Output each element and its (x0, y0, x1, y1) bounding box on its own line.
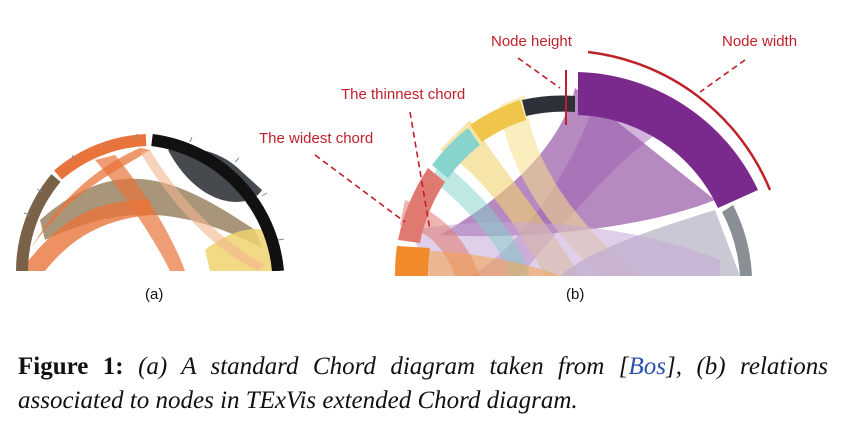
annotation-graphics (314, 50, 772, 231)
node-b-yellow (470, 100, 526, 142)
annotation-node-width: Node width (722, 33, 798, 50)
annotation-node-height: Node height (491, 33, 572, 50)
caption-figure-label: Figure 1: (18, 353, 124, 380)
figure-caption: Figure 1: (a) A standard Chord diagram t… (18, 350, 828, 418)
arc-a-brown (16, 174, 61, 271)
label-b: (b) (566, 286, 585, 303)
chord-diagram-b (394, 72, 758, 276)
node-b-salmon (398, 168, 445, 243)
node-b-purple (578, 72, 758, 208)
node-b-teal (432, 128, 480, 178)
node-b-gray (722, 205, 752, 276)
annotation-thinnest-chord: The thinnest chord (341, 86, 466, 103)
chord-a-orange-3 (20, 200, 150, 271)
node-width-leader (699, 59, 746, 93)
chord-diagram-a (16, 133, 285, 271)
widest-chord-leader (314, 154, 406, 223)
label-a: (a) (145, 286, 164, 303)
node-width-arc (587, 50, 772, 191)
chord-b-purple-2 (470, 85, 680, 276)
arc-a-orange (54, 134, 147, 180)
chord-b-orange-band (400, 250, 560, 276)
figure-area: (a) (b) Node height Node width The thinn… (16, 33, 798, 303)
arc-a-ticks (23, 133, 285, 241)
caption-text-after-cite: ], (b) relations associated to nodes in … (18, 353, 829, 414)
annotation-widest-chord: The widest chord (259, 130, 374, 147)
node-b-dark (522, 95, 575, 116)
caption-text-before-cite: (a) A standard Chord diagram taken from … (123, 353, 629, 380)
caption-citation-link[interactable]: Bos (628, 353, 667, 380)
chord-diagrams-svg (16, 50, 772, 276)
chord-a-peach (140, 150, 265, 271)
chord-b-teal (432, 160, 530, 276)
node-height-leader (517, 57, 561, 89)
node-b-orange (394, 246, 430, 276)
arc-a-black (151, 134, 284, 271)
